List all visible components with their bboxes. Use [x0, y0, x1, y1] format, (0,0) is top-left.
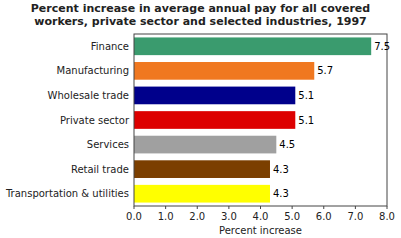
x-tick-label: 4.0: [253, 211, 269, 222]
bar: [134, 136, 276, 154]
data-label: 5.1: [298, 90, 314, 101]
x-axis-label: Percent increase: [219, 225, 302, 236]
category-label: Services: [87, 139, 129, 150]
x-tick: [323, 206, 324, 209]
bar: [134, 87, 295, 105]
category-label: Finance: [91, 41, 129, 52]
bars: [134, 37, 371, 202]
data-label: 4.3: [273, 188, 289, 199]
category-label: Wholesale trade: [48, 90, 129, 101]
bar: [134, 160, 270, 178]
x-tick-label: 3.0: [221, 211, 237, 222]
bar: [134, 111, 295, 129]
data-label: 5.7: [317, 65, 333, 76]
data-label: 7.5: [374, 41, 390, 52]
category-label: Retail trade: [71, 164, 129, 175]
data-label: 4.3: [273, 164, 289, 175]
x-tick-label: 6.0: [316, 211, 332, 222]
chart: Percent increase in average annual pay f…: [0, 0, 401, 238]
x-tick-label: 0.0: [126, 211, 142, 222]
x-tick: [292, 206, 293, 209]
x-tick: [228, 206, 229, 209]
data-label: 5.1: [298, 115, 314, 126]
x-tick-label: 8.0: [379, 211, 395, 222]
data-label: 4.5: [279, 139, 295, 150]
x-tick: [197, 206, 198, 209]
x-tick: [260, 206, 261, 209]
x-tick: [355, 206, 356, 209]
x-tick: [134, 206, 135, 209]
plot-frame: [134, 34, 387, 206]
x-tick: [165, 206, 166, 209]
x-tick-label: 7.0: [347, 211, 363, 222]
category-label: Manufacturing: [57, 65, 129, 76]
bar: [134, 62, 314, 80]
bar: [134, 37, 371, 55]
category-label: Transportation & utilities: [5, 188, 129, 199]
title: Percent increase in average annual pay f…: [31, 2, 370, 28]
x-tick: [387, 206, 388, 209]
category-label: Private sector: [60, 115, 130, 126]
x-tick-label: 2.0: [189, 211, 205, 222]
bar: [134, 185, 270, 203]
x-tick-label: 1.0: [158, 211, 174, 222]
x-tick-label: 5.0: [284, 211, 300, 222]
